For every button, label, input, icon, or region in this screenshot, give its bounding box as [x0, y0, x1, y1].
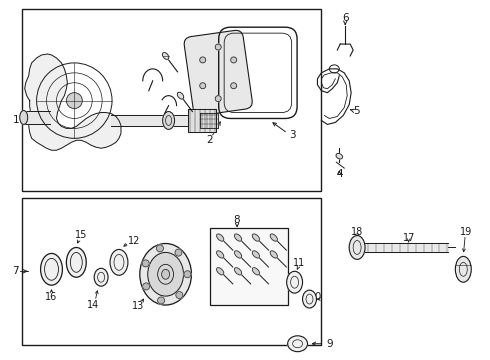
Text: 1: 1 — [12, 116, 19, 126]
Ellipse shape — [41, 253, 62, 285]
Ellipse shape — [302, 290, 317, 308]
Circle shape — [200, 83, 206, 89]
Ellipse shape — [252, 234, 260, 241]
Circle shape — [176, 292, 183, 298]
Ellipse shape — [234, 251, 242, 258]
Bar — [189, 109, 216, 132]
Text: 9: 9 — [326, 339, 333, 349]
Ellipse shape — [270, 251, 277, 258]
Text: 17: 17 — [403, 233, 415, 243]
Text: 18: 18 — [351, 226, 363, 237]
Circle shape — [142, 260, 149, 267]
Ellipse shape — [148, 252, 183, 296]
Bar — [111, 114, 210, 126]
Ellipse shape — [94, 268, 108, 286]
Bar — [210, 228, 288, 305]
Circle shape — [231, 83, 237, 89]
Ellipse shape — [288, 336, 308, 352]
Circle shape — [143, 283, 149, 290]
Ellipse shape — [252, 268, 260, 275]
Ellipse shape — [252, 251, 260, 258]
Ellipse shape — [110, 249, 128, 275]
Text: 8: 8 — [234, 215, 241, 225]
Text: 15: 15 — [75, 230, 87, 239]
Circle shape — [66, 93, 82, 109]
FancyBboxPatch shape — [184, 30, 252, 115]
Text: 6: 6 — [342, 13, 348, 23]
Text: 10: 10 — [310, 292, 322, 302]
Polygon shape — [24, 54, 121, 150]
Circle shape — [200, 57, 206, 63]
Text: 4: 4 — [336, 169, 343, 179]
Circle shape — [175, 249, 182, 256]
Text: 13: 13 — [132, 301, 144, 311]
Bar — [200, 113, 218, 129]
Text: 16: 16 — [46, 292, 58, 302]
Text: 19: 19 — [460, 226, 472, 237]
Bar — [365, 243, 448, 252]
Ellipse shape — [270, 234, 277, 241]
Circle shape — [215, 96, 221, 102]
Circle shape — [184, 271, 191, 278]
Ellipse shape — [66, 247, 86, 277]
Circle shape — [158, 297, 165, 304]
Circle shape — [156, 245, 164, 252]
Text: 2: 2 — [206, 135, 213, 145]
Ellipse shape — [217, 234, 224, 241]
Ellipse shape — [349, 235, 365, 260]
Text: 7: 7 — [12, 266, 19, 276]
Text: 14: 14 — [87, 300, 99, 310]
Ellipse shape — [163, 53, 169, 59]
Ellipse shape — [140, 243, 192, 305]
Text: 12: 12 — [128, 235, 140, 246]
Circle shape — [215, 44, 221, 50]
Text: 11: 11 — [294, 258, 306, 268]
Ellipse shape — [336, 153, 343, 159]
Bar — [24, 111, 49, 125]
Ellipse shape — [234, 268, 242, 275]
Ellipse shape — [217, 251, 224, 258]
Text: 3: 3 — [289, 130, 296, 140]
Ellipse shape — [217, 268, 224, 275]
Ellipse shape — [234, 234, 242, 241]
Circle shape — [231, 57, 237, 63]
Ellipse shape — [177, 92, 184, 99]
Bar — [22, 198, 321, 345]
Ellipse shape — [163, 112, 174, 129]
Ellipse shape — [455, 256, 471, 282]
Bar — [22, 9, 321, 191]
Text: 5: 5 — [353, 105, 360, 116]
Ellipse shape — [287, 271, 302, 293]
Ellipse shape — [20, 111, 28, 125]
Ellipse shape — [162, 269, 170, 279]
